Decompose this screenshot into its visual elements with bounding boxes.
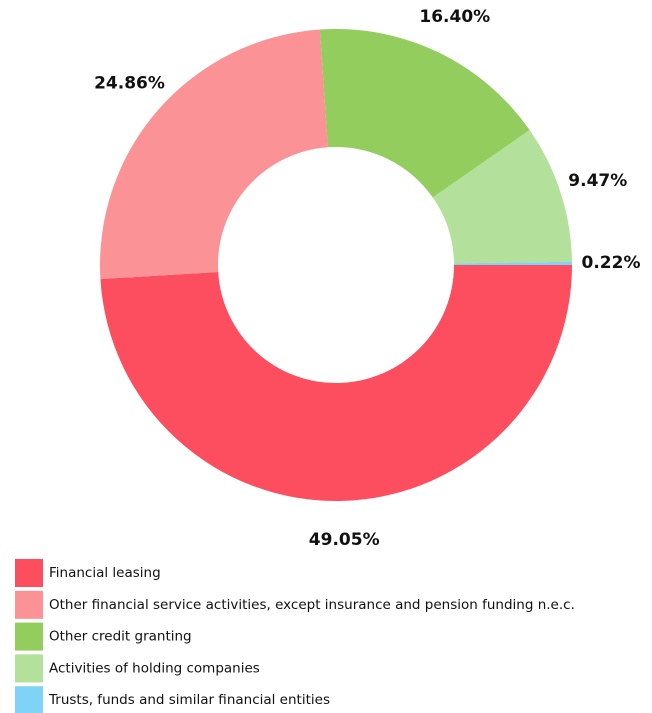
donut-slice	[432, 130, 572, 264]
donut-slice	[100, 265, 573, 501]
donut-slice	[100, 29, 328, 280]
legend-label: Financial leasing	[49, 565, 161, 581]
value-label: 49.05%	[309, 530, 380, 550]
legend-label: Other financial service activities, exce…	[49, 597, 575, 613]
value-label: 0.22%	[582, 253, 641, 273]
legend-swatch	[15, 654, 43, 683]
legend-label: Trusts, funds and similar financial enti…	[48, 692, 330, 708]
legend-swatch	[15, 686, 43, 713]
donut-slice	[319, 29, 530, 198]
legend-label: Other credit granting	[49, 629, 192, 645]
legend-swatch	[15, 590, 43, 619]
legend-label: Activities of holding companies	[49, 660, 260, 676]
legend-swatch	[15, 559, 43, 587]
value-label: 16.40%	[419, 7, 490, 27]
value-label: 24.86%	[94, 73, 165, 93]
donut-slice	[453, 261, 572, 265]
value-label: 9.47%	[568, 171, 627, 191]
legend-swatch	[15, 622, 43, 651]
